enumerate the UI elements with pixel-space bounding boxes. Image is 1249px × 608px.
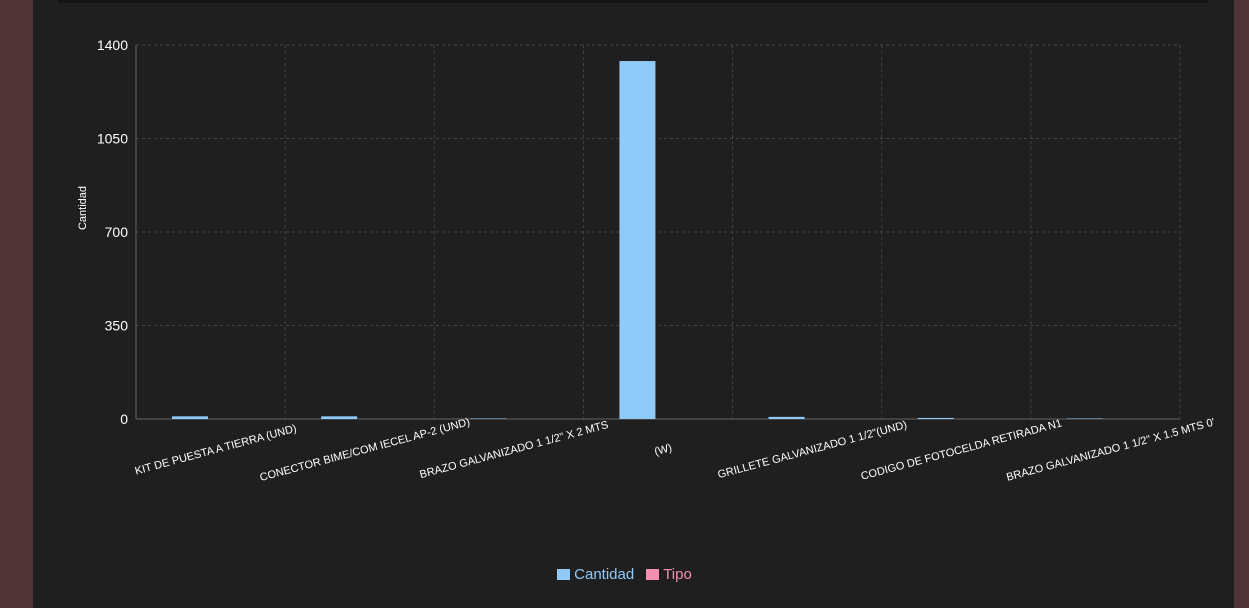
- y-tick-label: 1400: [97, 37, 128, 53]
- y-axis-label: Cantidad: [77, 186, 89, 230]
- legend-label-tipo: Tipo: [663, 566, 692, 583]
- legend-item-cantidad[interactable]: Cantidad: [557, 566, 634, 583]
- legend-swatch-cantidad: [557, 569, 571, 580]
- legend-swatch-tipo: [646, 569, 660, 580]
- x-axis-ticks: KIT DE PUESTA A TIERRA (UND)CONECTOR BIM…: [134, 416, 1217, 484]
- legend-label-cantidad: Cantidad: [574, 566, 635, 583]
- bar-cantidad: [619, 61, 656, 420]
- y-tick-label: 700: [105, 224, 129, 240]
- top-divider: [58, 0, 1208, 3]
- bar-cantidad: [917, 417, 954, 419]
- y-tick-label: 350: [105, 318, 129, 334]
- y-axis-ticks: 0 350 700 1050 1400: [97, 37, 128, 427]
- legend-item-tipo[interactable]: Tipo: [646, 566, 692, 583]
- bar-cantidad: [172, 416, 208, 419]
- y-tick-label: 0: [120, 411, 128, 427]
- bar-cantidad: [1066, 418, 1103, 419]
- chart-bars: [172, 61, 1103, 420]
- x-tick-label: (W): [653, 442, 673, 458]
- chart-grid: [135, 44, 1181, 420]
- chart-legend: Cantidad Tipo: [0, 566, 1249, 583]
- bar-cantidad: [321, 416, 358, 419]
- y-tick-label: 1050: [97, 131, 128, 147]
- bar-cantidad: [768, 416, 805, 419]
- bar-cantidad: [470, 418, 507, 419]
